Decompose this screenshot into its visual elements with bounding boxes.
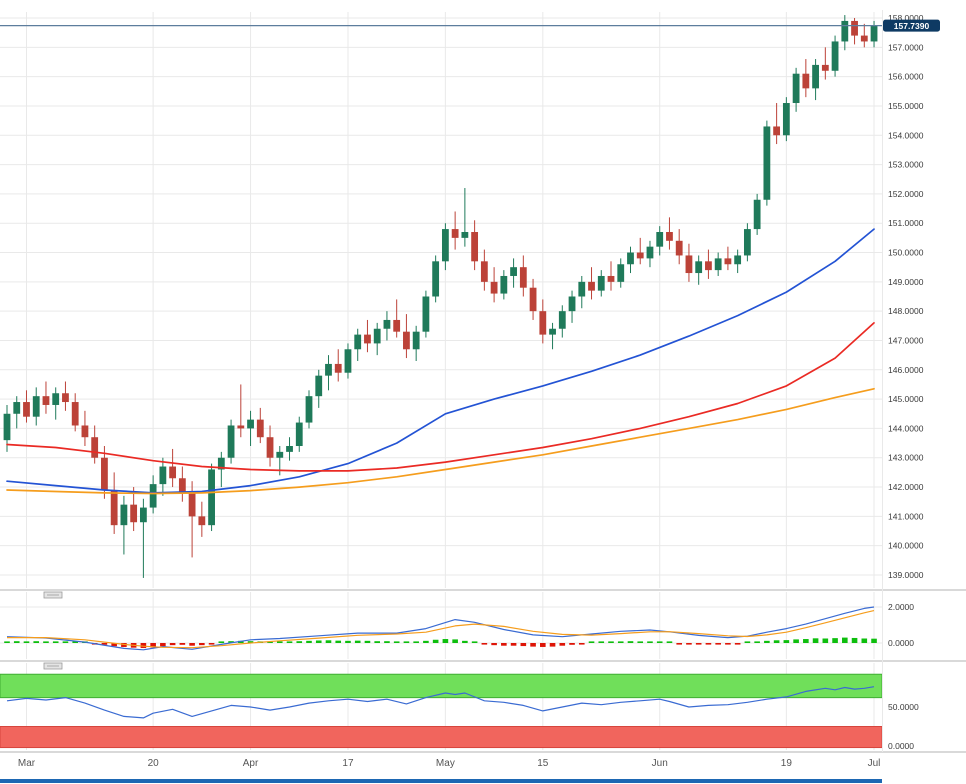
svg-text:157.0000: 157.0000 [888,42,924,52]
panel-separators [0,10,966,753]
svg-text:0.0000: 0.0000 [888,741,914,751]
svg-text:151.0000: 151.0000 [888,218,924,228]
axis-bottom-bar [0,779,882,783]
svg-text:141.0000: 141.0000 [888,511,924,521]
svg-text:142.0000: 142.0000 [888,482,924,492]
oscillator-line [6,686,875,719]
svg-text:Jun: Jun [652,758,668,769]
svg-text:156.0000: 156.0000 [888,72,924,82]
moving-averages [6,228,875,495]
macd-lines [6,606,875,651]
svg-text:20: 20 [148,758,160,769]
svg-text:149.0000: 149.0000 [888,277,924,287]
svg-text:145.0000: 145.0000 [888,394,924,404]
svg-text:146.0000: 146.0000 [888,365,924,375]
svg-text:152.0000: 152.0000 [888,189,924,199]
svg-text:148.0000: 148.0000 [888,306,924,316]
price-scale[interactable]: 139.0000 140.0000 141.0000 142.0000 143.0000… [888,13,924,751]
svg-text:Jul: Jul [868,758,881,769]
svg-text:Apr: Apr [243,758,259,769]
macd-signal-line [7,610,875,649]
svg-text:150.0000: 150.0000 [888,248,924,258]
svg-text:158.0000: 158.0000 [888,13,924,23]
svg-text:2.0000: 2.0000 [888,602,914,612]
svg-text:144.0000: 144.0000 [888,423,924,433]
time-scale[interactable]: Mar 20 Apr 17 May 15 Jun 19 Jul [18,758,881,769]
svg-text:153.0000: 153.0000 [888,160,924,170]
svg-text:157.7390: 157.7390 [894,21,930,31]
svg-text:140.0000: 140.0000 [888,541,924,551]
svg-text:155.0000: 155.0000 [888,101,924,111]
panel-handles[interactable] [43,591,63,670]
candlestick-series [3,15,878,578]
svg-text:143.0000: 143.0000 [888,453,924,463]
svg-text:May: May [436,758,455,769]
svg-text:147.0000: 147.0000 [888,335,924,345]
ma-red-line [6,322,875,472]
macd-panel-handle[interactable] [43,591,63,599]
svg-text:Mar: Mar [18,758,36,769]
svg-text:0.0000: 0.0000 [888,638,914,648]
oscillator-bands [0,673,883,749]
oversold-zone [0,726,883,749]
oscillator-panel-handle[interactable] [43,662,63,670]
svg-text:17: 17 [342,758,354,769]
svg-text:19: 19 [781,758,793,769]
svg-text:139.0000: 139.0000 [888,570,924,580]
gridlines [0,12,882,750]
svg-text:154.0000: 154.0000 [888,130,924,140]
current-price-badge: 157.7390 [883,19,940,32]
ma-orange-line [6,387,875,495]
macd-histogram [4,637,877,649]
svg-text:50.0000: 50.0000 [888,702,919,712]
svg-text:15: 15 [537,758,549,769]
